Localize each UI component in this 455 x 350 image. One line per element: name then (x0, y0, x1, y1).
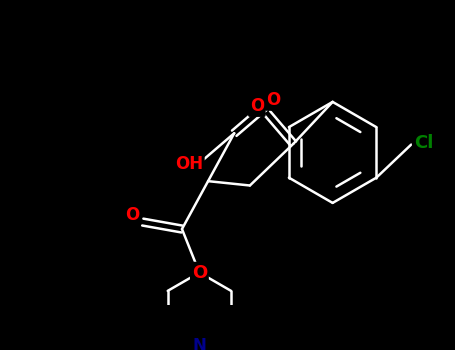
Text: Cl: Cl (414, 134, 433, 152)
Text: O: O (250, 97, 264, 115)
Text: N: N (192, 337, 206, 350)
Text: O: O (125, 206, 139, 224)
Text: OH: OH (175, 155, 203, 173)
Text: O: O (192, 264, 207, 282)
Text: O: O (266, 91, 281, 109)
